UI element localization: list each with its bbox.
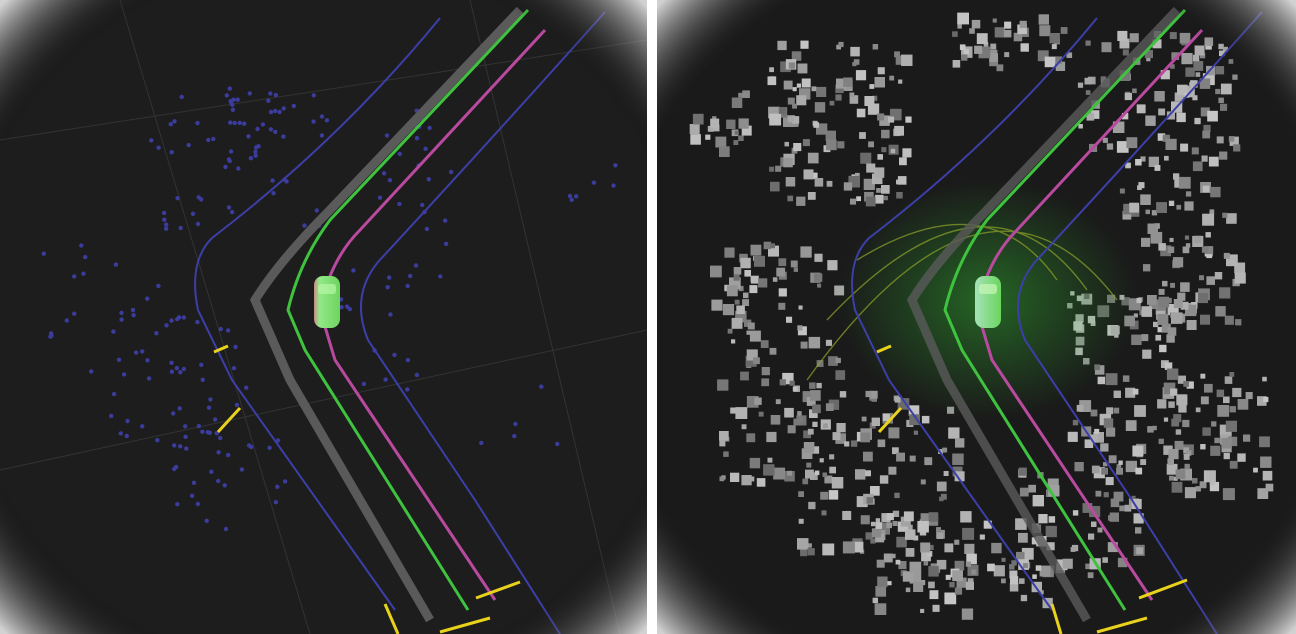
vignette (0, 0, 647, 634)
map-view-right[interactable] (657, 0, 1296, 634)
lane-map-canvas-left[interactable] (0, 0, 647, 634)
map-view-left[interactable] (0, 0, 647, 634)
view-divider (647, 0, 657, 634)
lane-map-canvas-right[interactable] (657, 0, 1296, 634)
vignette (657, 0, 1296, 634)
